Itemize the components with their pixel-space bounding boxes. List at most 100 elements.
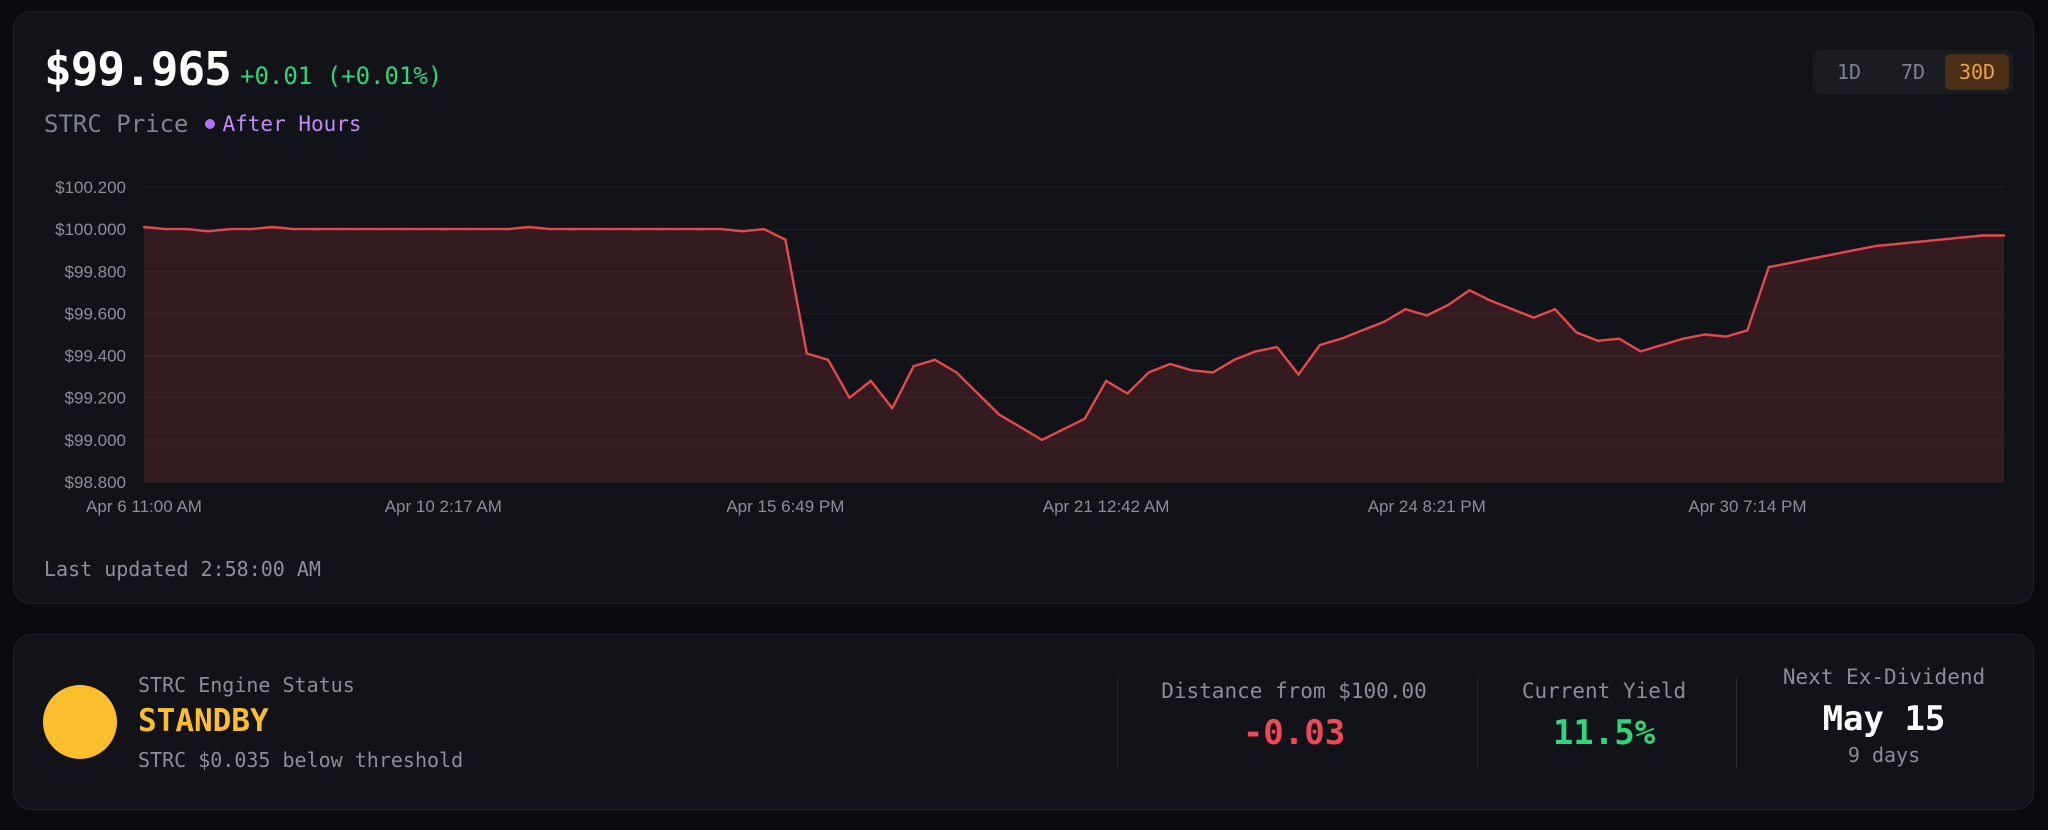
price-change: +0.01 (+0.01%) (240, 62, 443, 90)
data-point (1682, 337, 1685, 340)
y-tick-label: $99.200 (65, 389, 126, 408)
data-point (1147, 371, 1151, 374)
data-point (549, 227, 552, 231)
data-point (1211, 371, 1215, 374)
data-point (997, 413, 1001, 416)
data-point (869, 379, 873, 383)
data-point (741, 230, 744, 233)
status-indicator-icon (43, 685, 117, 759)
data-point (313, 227, 317, 231)
data-point (1404, 308, 1407, 311)
data-point (1831, 253, 1835, 256)
price-chart-card: $99.965 +0.01 (+0.01%) STRC Price After … (13, 11, 2034, 604)
data-point (2002, 234, 2006, 237)
data-point (142, 225, 146, 229)
data-point (1297, 373, 1300, 376)
price-subtitle: STRC Price After Hours (44, 110, 362, 138)
data-point (1895, 242, 1899, 246)
data-point (634, 227, 637, 231)
y-tick-label: $99.600 (65, 304, 126, 323)
data-point (356, 227, 359, 231)
data-point (933, 358, 937, 361)
data-point (677, 227, 680, 231)
data-point (891, 407, 894, 410)
data-point (1703, 333, 1706, 336)
data-point (1275, 345, 1279, 349)
data-point (955, 371, 958, 374)
data-point (912, 364, 915, 368)
x-tick-label: Apr 6 11:00 AM (86, 497, 202, 516)
data-point (655, 227, 659, 231)
distance-metric: Distance from $100.00 -0.03 (1144, 679, 1444, 753)
data-point (591, 227, 595, 231)
data-point (848, 396, 851, 399)
data-point (1874, 244, 1877, 248)
y-tick-label: $99.000 (65, 431, 126, 450)
y-tick-label: $98.800 (65, 473, 126, 492)
data-point (1318, 343, 1322, 347)
x-tick-label: Apr 21 12:42 AM (1043, 497, 1170, 516)
data-point (976, 392, 979, 395)
data-point (1062, 428, 1065, 431)
yield-label: Current Yield (1521, 679, 1687, 703)
data-point (805, 352, 808, 355)
data-point (164, 227, 167, 231)
data-point (1575, 331, 1578, 334)
data-point (720, 227, 723, 231)
range-1d-button[interactable]: 1D (1836, 60, 1862, 84)
data-point (1746, 329, 1749, 332)
range-7d-button[interactable]: 7D (1900, 60, 1926, 84)
data-point (1446, 303, 1450, 307)
data-point (698, 227, 702, 231)
data-point (335, 227, 338, 231)
data-point (228, 227, 231, 231)
session-label: After Hours (222, 112, 362, 136)
data-point (1789, 261, 1792, 265)
y-tick-label: $100.200 (55, 178, 126, 197)
x-tick-label: Apr 24 8:21 PM (1368, 497, 1486, 516)
data-point (1810, 257, 1813, 260)
session-dot-icon (204, 119, 215, 129)
x-tick-label: Apr 30 7:14 PM (1688, 497, 1806, 516)
engine-status-title: STRC Engine Status (138, 673, 355, 697)
engine-status-note: STRC $0.035 below threshold (138, 748, 464, 772)
data-point (1425, 314, 1428, 317)
data-point (1361, 329, 1364, 332)
data-point (1639, 350, 1642, 353)
data-point (1981, 234, 1984, 237)
data-point (506, 227, 509, 231)
price-chart: $100.200 $100.000 $99.800 $99.600 $99.400 $99… (55, 178, 2006, 516)
divider (1117, 677, 1118, 769)
dividend-value: May 15 (1822, 699, 1946, 739)
data-point (271, 225, 274, 229)
last-updated: Last updated 2:58:00 AM (44, 557, 321, 581)
data-point (1617, 337, 1621, 340)
data-point (1254, 350, 1257, 353)
data-point (826, 358, 830, 361)
yield-value: 11.5% (1552, 713, 1656, 753)
data-point (463, 227, 466, 231)
dividend-metric: Next Ex-Dividend May 15 9 days (1754, 665, 2014, 767)
range-selector: 1D 7D 30D (1813, 50, 2013, 94)
divider (1736, 677, 1737, 769)
divider (1477, 677, 1478, 769)
price-line (143, 225, 2004, 442)
data-point (1233, 358, 1236, 361)
data-point (1553, 308, 1557, 311)
data-point (1468, 289, 1471, 292)
data-point (1340, 337, 1343, 340)
data-point (185, 227, 188, 231)
distance-value: -0.03 (1242, 713, 1346, 753)
yield-metric: Current Yield 11.5% (1494, 679, 1714, 753)
data-point (249, 227, 253, 231)
y-tick-label: $99.400 (65, 347, 126, 366)
data-point (1853, 249, 1856, 252)
engine-status-state: STANDBY (138, 703, 269, 739)
data-point (1596, 339, 1599, 343)
price-area (144, 227, 2004, 482)
dividend-label: Next Ex-Dividend (1782, 665, 1986, 689)
range-30d-button[interactable]: 30D (1945, 54, 2009, 90)
data-point (527, 225, 531, 229)
data-point (1511, 308, 1514, 311)
data-point (377, 227, 381, 231)
